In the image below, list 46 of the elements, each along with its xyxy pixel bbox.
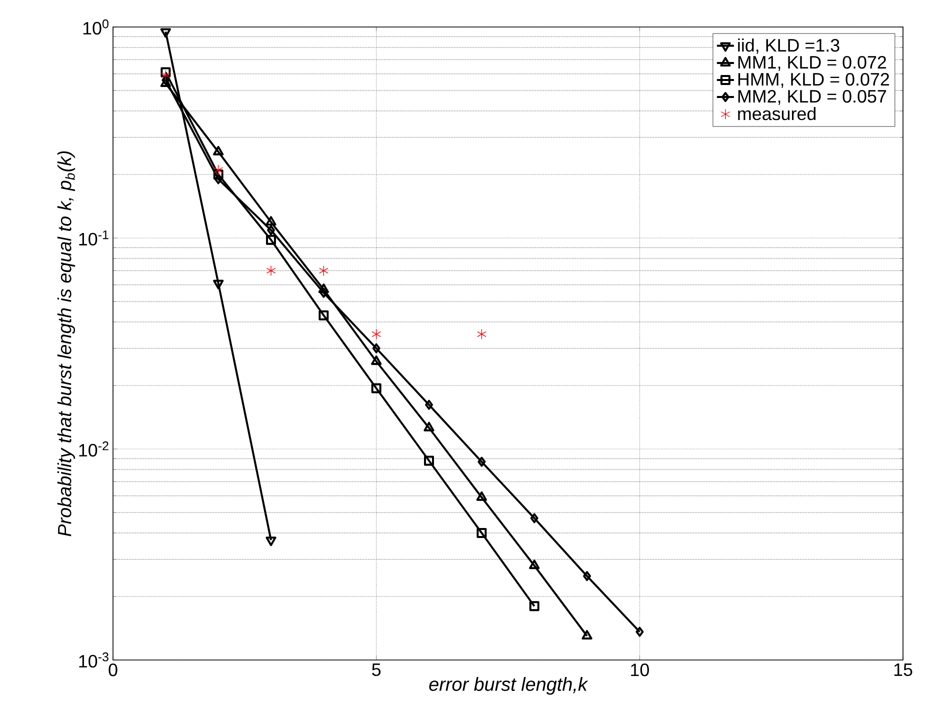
point [372,343,380,354]
point [160,70,170,81]
point [476,528,487,538]
legend-label: HMM, KLD = 0.072 [738,72,890,88]
x-tick-label: 15 [894,664,912,676]
legend-label: MM2, KLD = 0.057 [738,90,886,105]
point [318,310,329,320]
x-tick-label: 10 [631,664,649,676]
point [371,383,382,394]
point [424,456,434,466]
point [318,265,328,276]
point [160,67,171,78]
point [266,216,276,226]
point [529,560,540,570]
y-tick-label: 10$^{-2}$ [79,441,108,457]
point [213,169,224,180]
x-tick-label: 0 [108,664,118,676]
point [478,456,486,467]
point [214,164,224,176]
legend-label: MM1, KLD = 0.072 [738,56,886,71]
point [266,234,276,245]
x-axis-title: error burst length,k [429,677,588,695]
point [476,491,487,501]
point [318,284,329,294]
point [213,146,224,156]
point [529,601,540,612]
point [476,328,486,340]
point [266,265,276,276]
point [636,626,644,637]
point [424,422,434,432]
y-axis-title: Probability that burst length is equal to k, p$_{b}$(k) [57,151,76,536]
point [213,280,224,290]
y-tick-label: 10$^{-1}$ [79,230,108,246]
point [160,28,171,38]
legend-label: iid, KLD =1.3 [738,38,840,54]
x-tick-label: 5 [372,664,381,676]
point [372,328,382,340]
point [425,400,434,410]
point [530,513,538,524]
y-tick-label: 10$^{0}$ [83,19,108,35]
point [582,630,592,640]
point [583,571,592,582]
legend-label: measured [738,106,816,120]
point [267,225,275,236]
point [371,355,382,365]
y-tick-label: 10$^{-3}$ [79,652,108,668]
